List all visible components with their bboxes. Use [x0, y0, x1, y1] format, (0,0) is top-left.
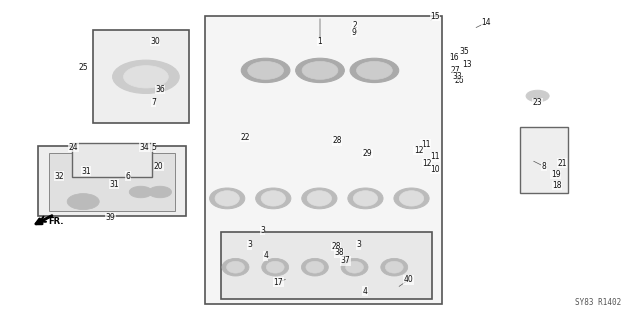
- FancyBboxPatch shape: [221, 232, 432, 299]
- Ellipse shape: [381, 259, 408, 276]
- Ellipse shape: [255, 188, 291, 209]
- Text: 26: 26: [454, 76, 465, 84]
- Text: 11: 11: [431, 152, 440, 161]
- Circle shape: [350, 58, 399, 83]
- Text: 27: 27: [451, 66, 461, 75]
- Text: 4: 4: [362, 287, 367, 296]
- Circle shape: [113, 60, 179, 93]
- Text: 3: 3: [260, 226, 265, 235]
- Text: 24: 24: [68, 143, 79, 152]
- Ellipse shape: [348, 188, 383, 209]
- Text: 22: 22: [241, 133, 250, 142]
- Circle shape: [302, 61, 338, 79]
- Circle shape: [67, 194, 99, 210]
- Text: 39: 39: [106, 213, 116, 222]
- Text: 10: 10: [430, 165, 440, 174]
- Circle shape: [124, 66, 168, 88]
- Ellipse shape: [302, 188, 337, 209]
- Ellipse shape: [341, 259, 368, 276]
- Text: 1: 1: [317, 37, 323, 46]
- Text: 31: 31: [81, 167, 91, 176]
- Ellipse shape: [385, 261, 403, 273]
- Text: 3: 3: [356, 240, 361, 249]
- FancyBboxPatch shape: [38, 146, 186, 216]
- Circle shape: [129, 186, 152, 198]
- Ellipse shape: [210, 188, 244, 209]
- Text: 35: 35: [459, 47, 469, 56]
- Ellipse shape: [227, 261, 244, 273]
- Text: 37: 37: [340, 256, 351, 265]
- Text: 32: 32: [54, 172, 64, 180]
- Text: 9: 9: [351, 28, 356, 36]
- Ellipse shape: [394, 188, 429, 209]
- Ellipse shape: [261, 191, 285, 206]
- FancyBboxPatch shape: [520, 127, 568, 193]
- Text: 7: 7: [151, 98, 156, 107]
- Circle shape: [241, 58, 290, 83]
- Circle shape: [356, 61, 392, 79]
- Ellipse shape: [353, 191, 378, 206]
- Circle shape: [148, 186, 172, 198]
- Text: 38: 38: [334, 248, 344, 257]
- Circle shape: [296, 58, 344, 83]
- Circle shape: [248, 61, 284, 79]
- Text: 19: 19: [550, 170, 561, 179]
- Text: 4: 4: [263, 252, 268, 260]
- Text: 20: 20: [154, 162, 164, 171]
- Ellipse shape: [346, 261, 364, 273]
- Text: 18: 18: [552, 181, 561, 190]
- Text: 28: 28: [333, 136, 342, 145]
- Text: 2: 2: [353, 21, 358, 30]
- Text: 12: 12: [422, 159, 431, 168]
- Text: 36: 36: [155, 85, 165, 94]
- FancyBboxPatch shape: [205, 16, 442, 304]
- Text: 11: 11: [421, 140, 430, 148]
- Ellipse shape: [222, 259, 249, 276]
- Ellipse shape: [262, 259, 289, 276]
- Ellipse shape: [266, 261, 284, 273]
- Circle shape: [526, 90, 549, 102]
- FancyBboxPatch shape: [49, 153, 175, 211]
- Text: 29: 29: [362, 149, 372, 158]
- Text: 31: 31: [109, 180, 119, 188]
- Text: 21: 21: [557, 159, 566, 168]
- Text: 8: 8: [541, 162, 547, 171]
- Text: 33: 33: [452, 72, 462, 81]
- Text: 5: 5: [151, 143, 156, 152]
- Text: SY83 R1402: SY83 R1402: [575, 298, 621, 307]
- Text: 6: 6: [125, 172, 131, 180]
- Text: 16: 16: [449, 53, 460, 62]
- Ellipse shape: [307, 191, 332, 206]
- FancyBboxPatch shape: [72, 143, 152, 177]
- Text: 25: 25: [78, 63, 88, 72]
- FancyBboxPatch shape: [93, 30, 189, 123]
- Text: 14: 14: [481, 18, 492, 27]
- Ellipse shape: [399, 191, 424, 206]
- Text: 3: 3: [247, 240, 252, 249]
- Ellipse shape: [215, 191, 239, 206]
- Text: 34: 34: [140, 143, 150, 152]
- Text: 17: 17: [273, 278, 284, 287]
- Text: 40: 40: [403, 276, 413, 284]
- Text: 13: 13: [462, 60, 472, 68]
- Text: 23: 23: [532, 98, 543, 107]
- Text: FR.: FR.: [48, 217, 63, 226]
- Ellipse shape: [301, 259, 328, 276]
- Text: 12: 12: [414, 146, 423, 155]
- Text: 30: 30: [150, 37, 160, 46]
- Text: 28: 28: [332, 242, 340, 251]
- Ellipse shape: [306, 261, 324, 273]
- Text: 15: 15: [430, 12, 440, 20]
